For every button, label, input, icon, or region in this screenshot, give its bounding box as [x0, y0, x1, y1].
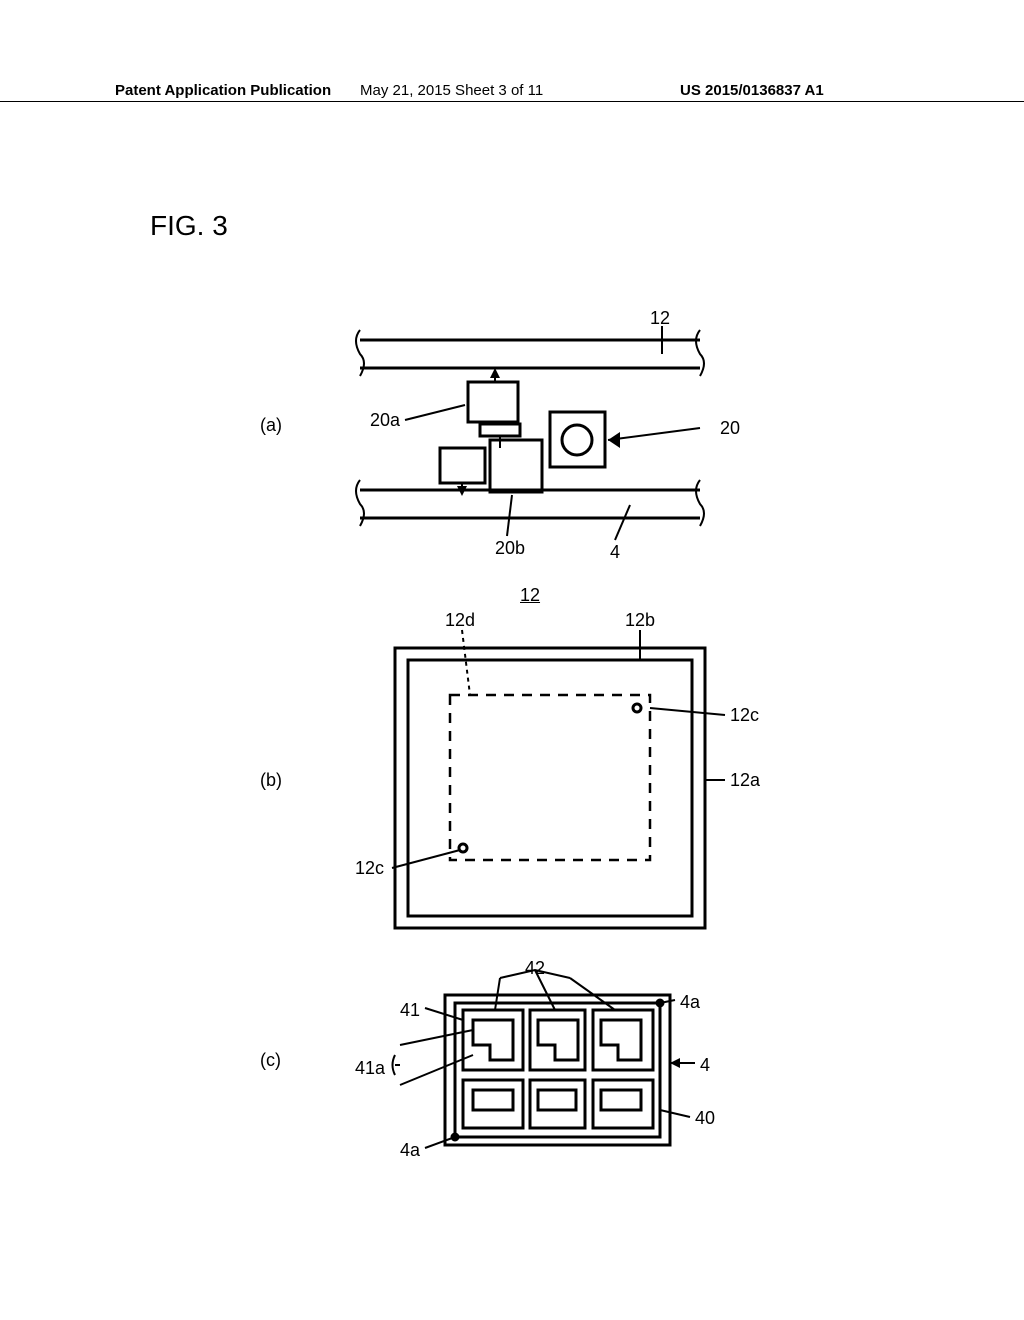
- figure-svg: [0, 0, 1024, 1320]
